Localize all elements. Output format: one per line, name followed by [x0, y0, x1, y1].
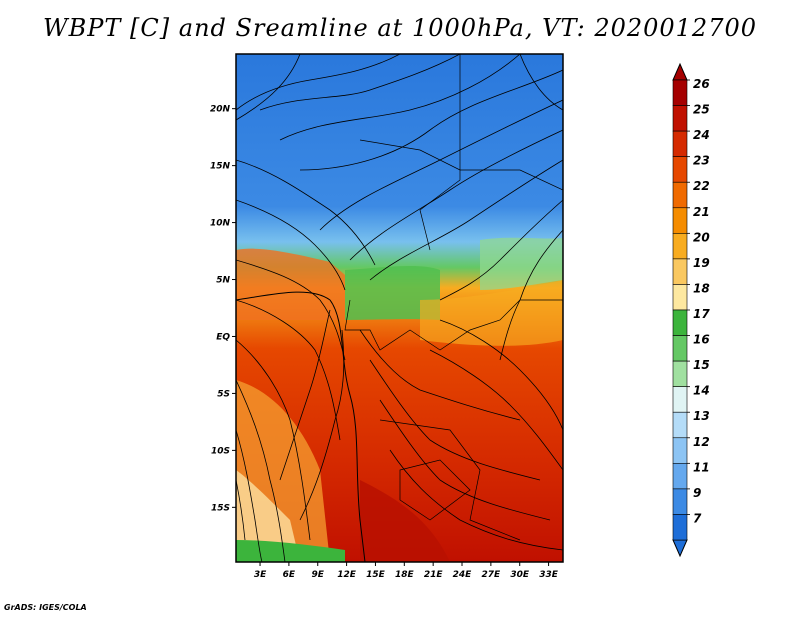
colorbar-swatch [672, 79, 688, 106]
colorbar-label: 20 [693, 230, 710, 244]
colorbar-label: 12 [693, 435, 710, 449]
lat-tick-label: EQ [216, 332, 230, 342]
lat-tick-label: 20N [210, 105, 231, 115]
lon-tick-label: 27E [482, 570, 502, 580]
colorbar-swatch [672, 207, 688, 234]
colorbar-swatch [672, 488, 688, 515]
lon-tick-label: 12E [337, 570, 357, 580]
colorbar-label: 15 [693, 358, 710, 372]
colorbar-label: 23 [693, 154, 710, 168]
wbpt-field [236, 54, 563, 562]
colorbar-label: 21 [693, 205, 710, 219]
colorbar-label: 22 [693, 179, 710, 193]
colorbar-label: 7 [693, 511, 702, 525]
colorbar-label: 18 [693, 281, 710, 295]
lon-tick-label: 18E [395, 570, 415, 580]
lat-tick-label: 5S [217, 389, 230, 399]
colorbar-label: 16 [693, 333, 710, 347]
colorbar-label: 26 [693, 77, 710, 91]
colorbar-swatch [672, 233, 688, 260]
lat-tick-label: 5N [216, 276, 230, 286]
colorbar-label: 9 [693, 486, 701, 500]
longitude-axis: 3E 6E 9E 12E 15E 18E 21E 24E 27E 30E 33E [254, 562, 559, 580]
colorbar-bottom-cap [672, 539, 688, 558]
lon-tick-label: 6E [283, 570, 296, 580]
colorbar-swatch [672, 514, 688, 541]
lon-tick-label: 21E [424, 570, 444, 580]
grads-credit: GrADS: IGES/COLA [4, 603, 87, 612]
chart-title: WBPT [C] and Sreamline at 1000hPa, VT: 2… [42, 14, 758, 42]
colorbar: 26 25 24 23 22 21 20 19 18 17 16 15 14 13 12 11 9 7 [672, 62, 710, 558]
colorbar-swatch [672, 309, 688, 336]
lon-tick-label: 9E [312, 570, 325, 580]
streamlines [236, 54, 563, 562]
colorbar-swatch [672, 284, 688, 311]
lon-tick-label: 33E [539, 570, 559, 580]
colorbar-swatch [672, 130, 688, 157]
lon-tick-label: 3E [254, 570, 267, 580]
lon-tick-label: 24E [453, 570, 473, 580]
lon-tick-label: 15E [366, 570, 386, 580]
colorbar-swatch [672, 386, 688, 413]
colorbar-swatch [672, 411, 688, 439]
colorbar-label: 11 [693, 460, 710, 474]
colorbar-label: 13 [693, 409, 710, 423]
colorbar-swatch [672, 463, 688, 490]
colorbar-swatch [672, 105, 688, 132]
colorbar-label: 25 [693, 103, 710, 117]
lat-tick-label: 15N [210, 162, 231, 172]
lat-tick-label: 10S [211, 446, 230, 456]
lat-tick-label: 15S [211, 503, 230, 513]
lon-tick-label: 30E [510, 570, 530, 580]
map-frame [235, 53, 564, 563]
colorbar-label: 24 [693, 128, 710, 142]
colorbar-label: 17 [693, 307, 710, 321]
colorbar-swatch [672, 360, 688, 387]
colorbar-swatch [672, 258, 688, 285]
lat-tick-label: 10N [210, 219, 231, 229]
colorbar-swatch [672, 437, 688, 464]
colorbar-label: 19 [693, 256, 710, 270]
colorbar-swatch [672, 156, 688, 183]
latitude-axis: 20N 15N 10N 5N EQ 5S 10S 15S [210, 105, 236, 513]
colorbar-label: 14 [693, 384, 710, 398]
colorbar-top-cap [672, 62, 688, 81]
colorbar-swatch [672, 335, 688, 362]
colorbar-swatch [672, 181, 688, 209]
